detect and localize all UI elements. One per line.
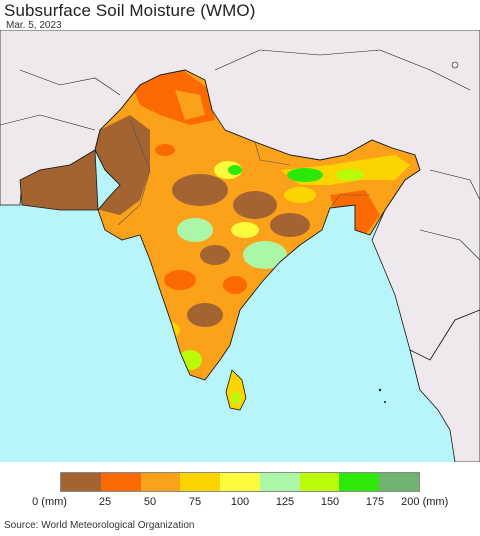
map-title: Subsurface Soil Moisture (WMO) — [4, 1, 256, 20]
legend-tick-label: 75 — [188, 496, 202, 508]
legend-swatch — [259, 473, 300, 491]
western-region — [19, 149, 99, 211]
legend-tick-label: 0 (mm) — [32, 496, 67, 508]
source-credit: Source: World Meteorological Organizatio… — [4, 520, 195, 531]
legend-ticks: 0 (mm) 25 50 75 100 125 150 175 200 (mm) — [0, 496, 480, 512]
legend-swatch — [180, 473, 221, 491]
legend-swatch — [140, 473, 181, 491]
legend-color-bar — [60, 472, 420, 492]
country-borders — [117, 109, 370, 226]
legend-swatch — [299, 473, 340, 491]
soil-moisture-map — [0, 30, 480, 462]
legend-tick-label: 200 (mm) — [401, 496, 449, 508]
legend-tick-label: 100 — [230, 496, 250, 508]
legend-swatch — [339, 473, 380, 491]
legend-tick-label: 50 — [143, 496, 157, 508]
legend-tick-label: 25 — [98, 496, 112, 508]
island — [378, 388, 382, 392]
legend-swatch — [100, 473, 141, 491]
legend-swatch — [379, 473, 420, 491]
island — [384, 401, 386, 403]
map-date: Mar. 5, 2023 — [6, 20, 62, 31]
island — [451, 61, 459, 69]
legend-tick-label: 150 — [320, 496, 340, 508]
sri-lanka — [225, 369, 247, 411]
legend-swatch — [220, 473, 260, 491]
legend-tick-label: 175 — [365, 496, 385, 508]
coastline — [94, 69, 421, 381]
legend-swatch — [61, 473, 101, 491]
sri-lanka-wet-patch — [231, 392, 241, 404]
map-canvas — [0, 30, 480, 462]
legend-tick-label: 125 — [275, 496, 295, 508]
